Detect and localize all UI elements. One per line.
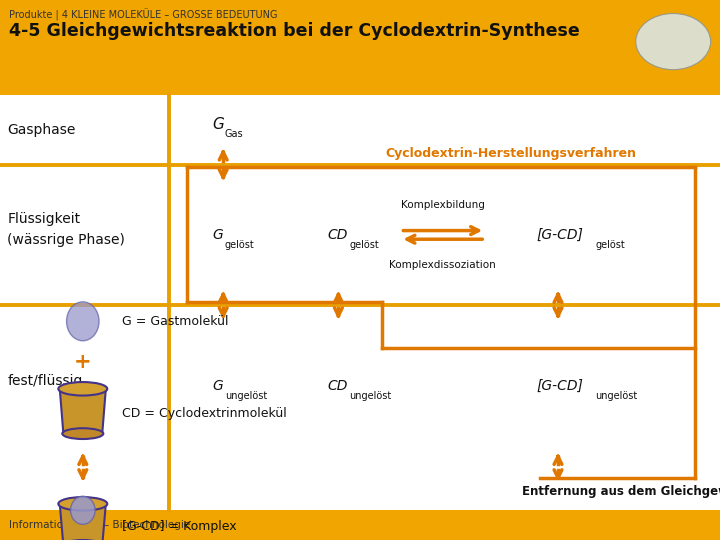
Text: Komplexbildung: Komplexbildung [401, 200, 485, 210]
Text: G: G [212, 379, 223, 393]
Circle shape [636, 14, 711, 70]
Text: ungelöst: ungelöst [595, 391, 638, 401]
Text: Gasphase: Gasphase [7, 123, 76, 137]
Text: Flüssigkeit
(wässrige Phase): Flüssigkeit (wässrige Phase) [7, 212, 125, 247]
Text: CD: CD [328, 228, 348, 242]
Text: [G-CD]: [G-CD] [536, 379, 583, 393]
Polygon shape [60, 504, 106, 540]
Text: gelöst: gelöst [349, 240, 379, 249]
Polygon shape [60, 389, 106, 434]
Text: [G-CD]: [G-CD] [536, 228, 583, 242]
Ellipse shape [58, 497, 107, 511]
Text: G: G [212, 228, 223, 242]
Text: +: + [74, 352, 91, 372]
Text: G: G [212, 117, 224, 132]
Text: Produkte | 4 KLEINE MOLEKÜLE – GROSSE BEDEUTUNG: Produkte | 4 KLEINE MOLEKÜLE – GROSSE BE… [9, 8, 278, 21]
Text: gelöst: gelöst [595, 240, 625, 249]
Bar [0, 510, 720, 540]
Text: gelöst: gelöst [225, 240, 254, 249]
Text: ungelöst: ungelöst [225, 391, 267, 401]
Text: G = Gastmolekül: G = Gastmolekül [122, 315, 229, 328]
Text: CD = Cyclodextrinmolekül: CD = Cyclodextrinmolekül [122, 407, 287, 420]
Text: Gas: Gas [225, 129, 243, 139]
Ellipse shape [63, 428, 104, 439]
Text: [G-CD] = Komplex: [G-CD] = Komplex [122, 520, 237, 533]
Text: Entfernung aus dem Gleichgewicht: Entfernung aus dem Gleichgewicht [522, 485, 720, 498]
Text: CD: CD [328, 379, 348, 393]
Text: Komplexdissoziation: Komplexdissoziation [390, 260, 496, 269]
Ellipse shape [71, 496, 95, 524]
Bar [0, 0, 720, 94]
Text: ungelöst: ungelöst [349, 391, 392, 401]
Ellipse shape [66, 302, 99, 341]
Ellipse shape [58, 382, 107, 395]
Text: 4-5 Gleichgewichtsreaktion bei der Cyclodextrin-Synthese: 4-5 Gleichgewichtsreaktion bei der Cyclo… [9, 22, 580, 39]
Text: Informationsserie – Biotechnologie: Informationsserie – Biotechnologie [9, 520, 191, 530]
Text: fest/flüssig: fest/flüssig [7, 374, 83, 388]
Text: Cyclodextrin-Herstellungsverfahren: Cyclodextrin-Herstellungsverfahren [386, 147, 636, 160]
